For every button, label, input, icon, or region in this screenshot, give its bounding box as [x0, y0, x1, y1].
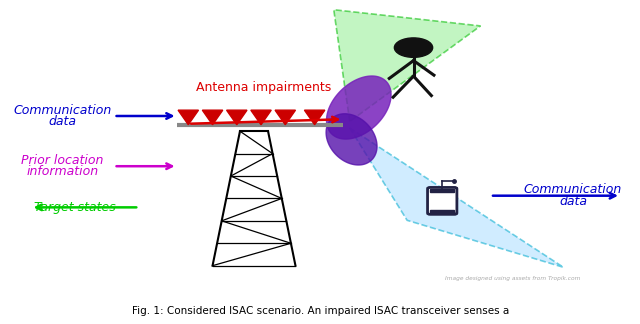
Polygon shape [326, 114, 377, 165]
Polygon shape [305, 110, 325, 125]
Circle shape [394, 38, 433, 57]
Text: Target states: Target states [35, 201, 116, 214]
Polygon shape [275, 110, 296, 125]
Text: data: data [49, 115, 77, 128]
Text: Image designed using assets from Tropik.com: Image designed using assets from Tropik.… [445, 276, 580, 281]
FancyBboxPatch shape [428, 187, 457, 214]
Polygon shape [251, 110, 271, 125]
Polygon shape [202, 110, 223, 125]
Text: Communication: Communication [13, 104, 112, 117]
Polygon shape [227, 110, 247, 125]
Polygon shape [349, 128, 563, 267]
Polygon shape [334, 10, 481, 121]
Bar [430, 189, 454, 192]
Text: data: data [559, 195, 587, 208]
Polygon shape [178, 110, 198, 125]
Text: Antenna impairments: Antenna impairments [196, 81, 332, 94]
Polygon shape [326, 76, 391, 139]
Text: Fig. 1: Considered ISAC scenario. An impaired ISAC transceiver senses a: Fig. 1: Considered ISAC scenario. An imp… [132, 306, 509, 316]
Text: Prior location: Prior location [21, 154, 104, 167]
Text: Communication: Communication [524, 183, 622, 196]
Text: information: information [26, 165, 99, 178]
Bar [430, 211, 454, 213]
